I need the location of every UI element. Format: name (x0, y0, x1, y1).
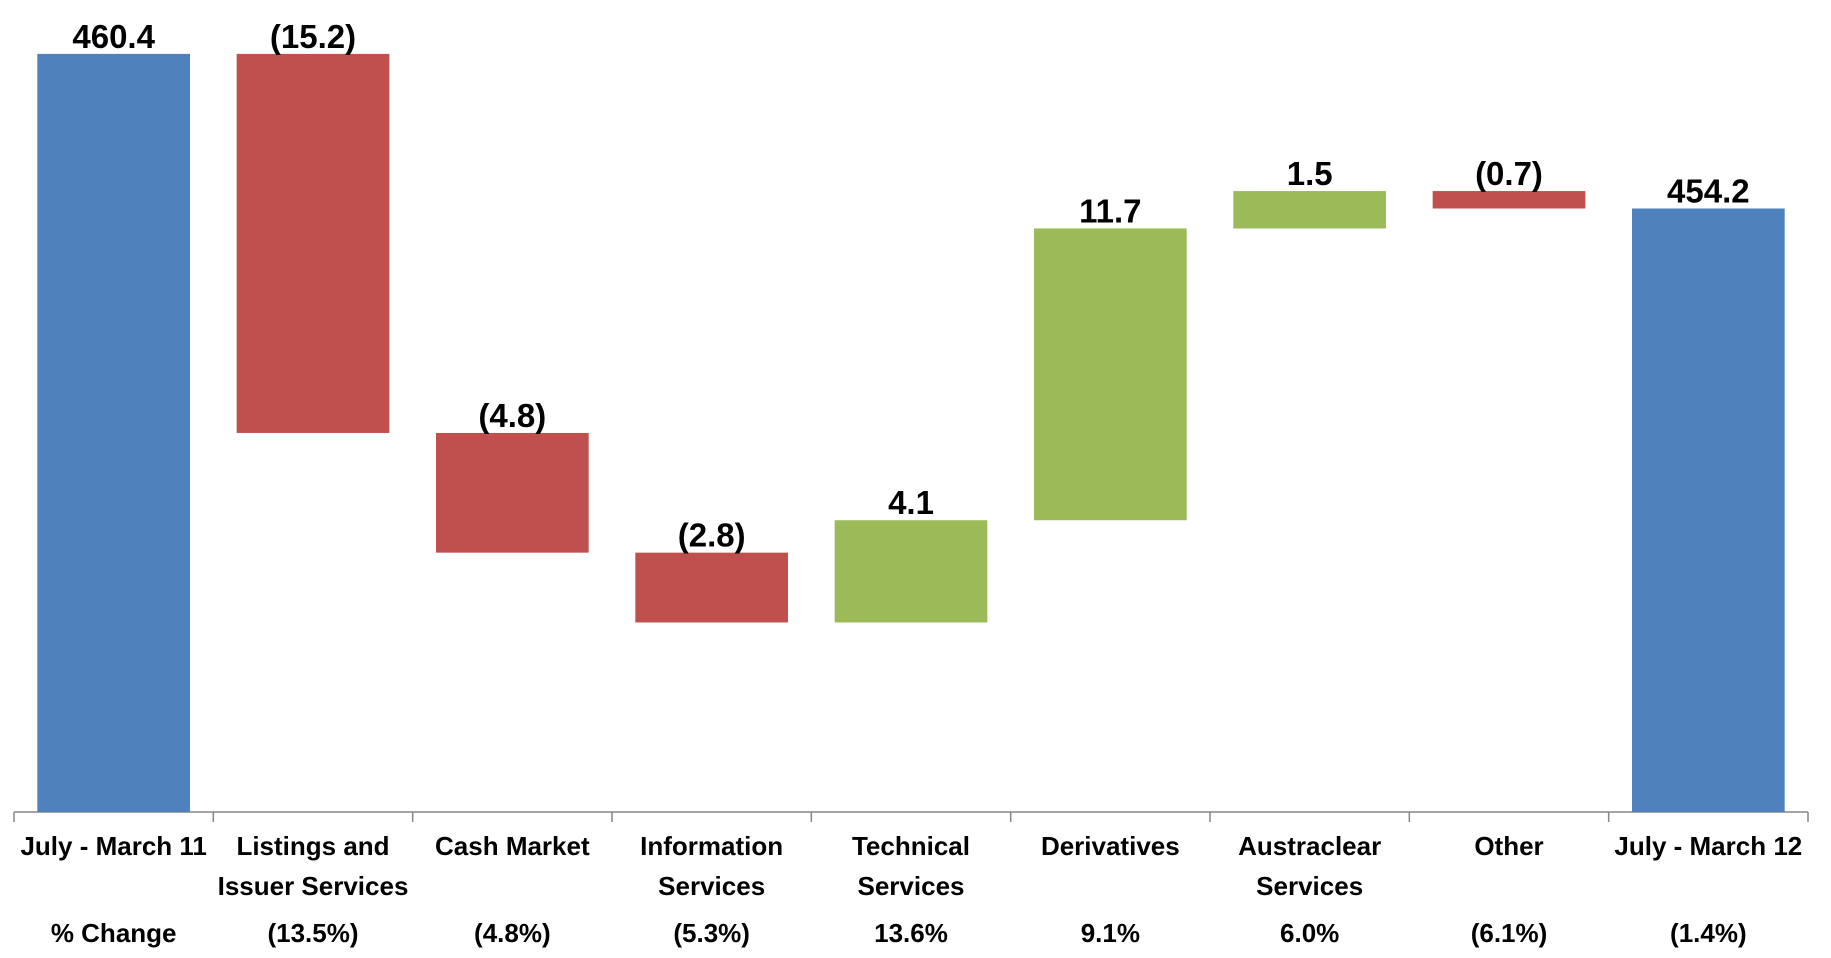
bar (1631, 208, 1785, 812)
x-tick-label: Derivatives (1041, 831, 1180, 861)
value-label: 460.4 (72, 18, 155, 55)
pct-change: (1.4%) (1670, 918, 1747, 948)
x-tick-label: Information Services (640, 831, 783, 901)
value-label: (2.8) (678, 517, 746, 554)
x-tick-label: July - March 11 (20, 831, 206, 861)
value-label: 1.5 (1287, 155, 1333, 192)
x-tick-label: July - March 12 (1614, 831, 1802, 861)
bar (834, 520, 988, 623)
pct-change-label: % Change (51, 918, 177, 948)
pct-change: 6.0% (1280, 918, 1339, 948)
pct-change: 9.1% (1081, 918, 1140, 948)
value-label: (0.7) (1475, 155, 1543, 192)
pct-change: (13.5%) (267, 918, 358, 948)
bar (1233, 191, 1387, 229)
x-tick-label: Austraclear Services (1238, 831, 1381, 901)
pct-change: (6.1%) (1471, 918, 1548, 948)
pct-change: 13.6% (874, 918, 948, 948)
x-tick-label: Technical Services (852, 831, 970, 901)
bar (1432, 191, 1586, 209)
bar (37, 53, 191, 812)
value-label: 454.2 (1667, 173, 1750, 210)
bar (435, 432, 589, 553)
value-label: (15.2) (270, 18, 356, 55)
bar (1033, 228, 1187, 521)
bar (236, 53, 390, 433)
bar (635, 552, 789, 623)
value-label: 4.1 (888, 484, 934, 521)
x-tick-label: Other (1474, 831, 1543, 861)
value-label: 11.7 (1079, 192, 1141, 229)
pct-change: (4.8%) (474, 918, 551, 948)
x-tick-label: Cash Market (435, 831, 590, 861)
x-tick-label: Listings and Issuer Services (218, 831, 409, 901)
value-label: (4.8) (478, 397, 546, 434)
pct-change: (5.3%) (673, 918, 750, 948)
